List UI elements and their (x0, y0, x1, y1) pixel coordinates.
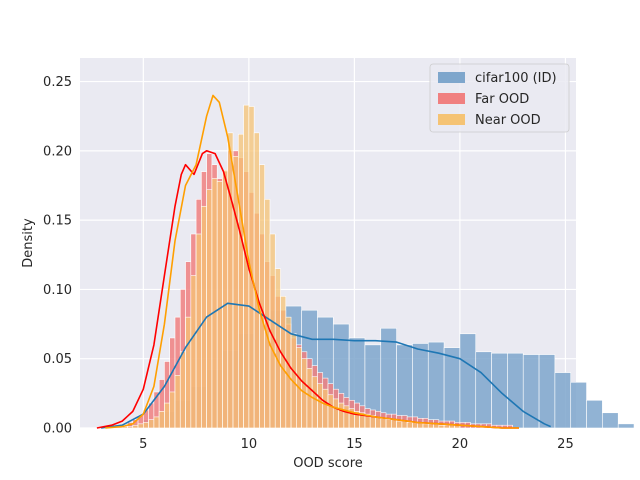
histogram-bar (153, 416, 160, 429)
histogram-bar (449, 424, 455, 429)
x-tick-label: 10 (241, 437, 258, 452)
histogram-bar (148, 419, 155, 429)
histogram-bar (174, 375, 181, 429)
histogram-bar (343, 405, 350, 429)
histogram-bar (385, 419, 392, 429)
y-tick-label: 0.15 (43, 214, 72, 229)
legend-label: Near OOD (475, 113, 541, 128)
x-tick-label: 25 (557, 437, 574, 452)
y-tick-label: 0.05 (43, 352, 72, 367)
histogram-bar (169, 391, 176, 429)
histogram-bar (507, 352, 524, 429)
legend: cifar100 (ID) Far OOD Near OOD (429, 63, 570, 133)
histogram-bar (538, 354, 556, 429)
histogram-bar (391, 419, 397, 429)
x-tick-label: 5 (139, 437, 147, 452)
histogram-bar (602, 412, 619, 429)
y-tick-label: 0.25 (43, 75, 72, 90)
legend-label: Far OOD (475, 92, 529, 107)
histogram-bar (311, 376, 318, 429)
histogram-bar (375, 416, 382, 429)
x-axis-label: OOD score (293, 456, 363, 471)
histogram-bar (322, 388, 329, 429)
histogram-bar (443, 347, 461, 429)
histogram-bar (253, 132, 260, 429)
histogram-bar (227, 132, 234, 429)
bars-near-ood (121, 104, 461, 429)
histogram-bar (306, 368, 313, 429)
histogram-bar (216, 181, 223, 429)
histogram-bar (185, 316, 192, 429)
histogram-bar (412, 422, 419, 429)
histogram-bar (332, 398, 339, 429)
histogram-bar (280, 296, 287, 429)
histogram-bar (237, 133, 244, 429)
histogram-bar (475, 351, 492, 429)
histogram-bar (380, 417, 387, 429)
histogram-bar (412, 343, 429, 429)
histogram-bar (459, 333, 477, 429)
x-tick-label: 15 (346, 437, 363, 452)
x-tick-label: 20 (452, 437, 469, 452)
legend-swatch (438, 93, 465, 104)
histogram-bar (132, 424, 139, 429)
histogram-bar (406, 422, 413, 429)
histogram-bar (427, 341, 445, 429)
histogram-bar (427, 423, 434, 429)
histogram-bar (143, 422, 149, 429)
histogram-bar (137, 423, 144, 429)
histogram-bar (264, 199, 271, 429)
y-axis-label: Density (21, 218, 36, 268)
kde-line (100, 302, 552, 429)
y-tick-labels: 0.00 0.05 0.10 0.15 0.20 0.25 (43, 75, 72, 436)
legend-swatch (438, 114, 465, 125)
histogram-bar (317, 383, 324, 429)
histogram-bar (190, 275, 197, 429)
y-tick-label: 0.20 (43, 144, 72, 159)
histogram-bar (164, 402, 171, 429)
kde-line (105, 94, 519, 429)
histogram-bar (586, 399, 603, 429)
histogram-bar (617, 423, 635, 429)
kde-curves (96, 94, 552, 429)
histogram-bar (259, 164, 265, 429)
histogram-bar (211, 178, 218, 429)
y-tick-label: 0.00 (43, 422, 72, 437)
histogram-bar (222, 169, 229, 429)
histogram-bar (422, 423, 429, 429)
histogram-bar (443, 424, 450, 429)
x-tick-labels: 5 10 15 20 25 (139, 437, 574, 452)
histogram-bar (127, 426, 134, 429)
histogram-bar (438, 424, 445, 429)
legend-label: cifar100 (ID) (475, 71, 557, 86)
histogram-bar (179, 351, 186, 429)
legend-swatch (438, 72, 465, 83)
histogram-bar (206, 189, 213, 429)
histogram-bar (338, 402, 345, 429)
histogram-bar (158, 411, 165, 429)
histogram-bar (401, 420, 408, 429)
histogram-bar (554, 372, 572, 429)
histogram-bar (396, 420, 403, 429)
histogram-bar (327, 394, 334, 429)
y-tick-label: 0.10 (43, 283, 72, 298)
histogram-bar (570, 381, 587, 429)
